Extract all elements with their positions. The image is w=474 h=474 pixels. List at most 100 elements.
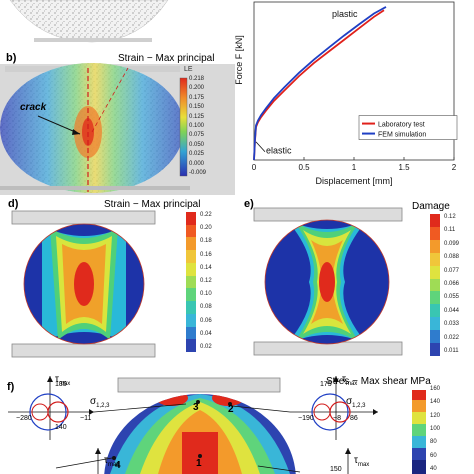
panel-d-title: Strain − Max principal: [104, 199, 201, 210]
colorbar-tick: 60: [430, 452, 437, 459]
panel-f-title: Stres − Max shear MPa: [326, 376, 431, 387]
colorbar-tick: 0.088: [444, 254, 460, 261]
mohr-left-mid: 140: [55, 424, 67, 431]
annotation-elastic: elastic: [266, 145, 292, 155]
colorbar-tick: -0.009: [189, 170, 207, 176]
annotation-plastic: plastic: [332, 9, 358, 19]
panel-d-figure: [11, 210, 156, 358]
colorbar-tick: 0.077: [444, 267, 460, 274]
mohr-right-mid: −8: [333, 415, 341, 422]
series-line-fem: [253, 6, 387, 161]
colorbar-tick: 40: [430, 466, 437, 472]
colorbar-tick: 0.175: [189, 94, 205, 101]
colorbar-swatch: [186, 224, 196, 238]
colorbar-swatch: [430, 317, 440, 331]
colorbar-tick: 0.04: [200, 330, 212, 337]
colorbar-swatch: [430, 278, 440, 292]
panel-f-top-plate: [117, 377, 281, 393]
mohr-circle-left: [8, 376, 94, 440]
colorbar-tick: 0.025: [189, 151, 205, 158]
colorbar-tick: 0.099: [444, 240, 460, 247]
point-3: 3: [193, 402, 199, 413]
panel-b-colorbar: [179, 77, 188, 177]
colorbar-tick: 0.14: [200, 264, 212, 271]
panel-d-label: d): [8, 198, 19, 210]
mohr-left-top: 135: [55, 381, 67, 388]
colorbar-tick: 140: [430, 399, 441, 406]
colorbar-swatch: [430, 265, 440, 280]
panel-d-strain-field: [24, 224, 144, 344]
colorbar-tick: 0.100: [189, 123, 205, 129]
point-4: 4: [115, 460, 121, 471]
mohr-right-top: 175: [320, 381, 332, 388]
point-2: 2: [228, 404, 234, 415]
panel-e-damage-field: [265, 220, 389, 344]
mohr-left-right: −11: [80, 415, 92, 422]
crack-label: crack: [20, 102, 47, 113]
colorbar-tick: 0.12: [444, 214, 456, 220]
colorbar-swatch: [430, 252, 440, 267]
colorbar-tick: 0.044: [444, 307, 460, 314]
panel-b-colorbar-ticks: 0.218 0.200 0.175 0.150 0.125 0.100 0.075 0.050…: [189, 76, 219, 178]
colorbar-swatch: [430, 291, 440, 305]
colorbar-tick: 0.218: [189, 76, 205, 82]
panel-e-top-plate: [253, 207, 403, 222]
panel-d-colorbar: 0.22 0.20 0.18 0.16 0.14 0.12 0.10 0.08 0.06 0.04…: [186, 212, 226, 353]
x-tick-label: 0: [252, 163, 257, 172]
tau-bottom-right-label: τmax: [354, 455, 370, 468]
x-axis-label: Displacement [mm]: [315, 176, 392, 186]
sigma-right-label: σ1,2,3: [346, 396, 366, 409]
colorbar-swatch: [186, 262, 196, 277]
colorbar-tick: 0.150: [189, 104, 205, 111]
colorbar-swatch: [186, 237, 196, 251]
colorbar-tick: 0.075: [189, 132, 205, 139]
colorbar-swatch: [186, 212, 196, 226]
colorbar-tick: 0.22: [200, 212, 212, 218]
colorbar-tick: 0.02: [200, 344, 212, 350]
colorbar-tick: 0.066: [444, 281, 460, 287]
colorbar-tick: 0.000: [189, 160, 205, 167]
panel-f-colorbar-ticks: 160 140 120 100 80 60 40: [430, 386, 470, 474]
x-tick-label: 0.5: [298, 163, 310, 172]
point-1: 1: [196, 458, 202, 469]
y-axis-label: Force F [kN]: [234, 35, 244, 85]
colorbar-swatch: [430, 226, 440, 241]
legend-label: Laboratory test: [378, 122, 425, 129]
panel-f-figure: [8, 376, 426, 474]
colorbar-swatch: [430, 330, 440, 344]
legend-box: [358, 115, 458, 140]
colorbar-tick: 80: [430, 439, 437, 446]
x-tick-label: 1: [352, 163, 357, 172]
colorbar-tick: 0.12: [200, 278, 212, 284]
panel-e-figure: [253, 207, 403, 356]
mohr-left-left: −280: [16, 415, 32, 422]
x-tick-label: 1.5: [398, 163, 410, 172]
colorbar-swatch: [186, 301, 196, 315]
colorbar-swatch: [186, 313, 196, 328]
colorbar-swatch: [430, 239, 440, 254]
colorbar-swatch: [186, 339, 196, 353]
colorbar-swatch: [186, 275, 196, 289]
mohr-circle-right: [290, 376, 378, 440]
colorbar-swatch: [430, 214, 440, 228]
colorbar-swatch: [430, 304, 440, 318]
colorbar-tick: 160: [430, 386, 441, 392]
colorbar-tick: 0.11: [444, 227, 456, 234]
mohr-right-right: 86: [350, 415, 358, 422]
colorbar-tick: 0.08: [200, 304, 212, 311]
colorbar-tick: 0.050: [189, 141, 205, 148]
panel-e-title: Damage: [412, 201, 450, 212]
colorbar-tick: 0.16: [200, 251, 212, 258]
colorbar-tick: 0.055: [444, 294, 460, 301]
tau-left-label: τmax: [55, 374, 71, 387]
elastic-arrow: [255, 141, 266, 153]
colorbar-tick: 0.033: [444, 321, 460, 328]
panel-d-bottom-plate: [11, 343, 156, 358]
colorbar-tick: 0.18: [200, 238, 212, 245]
panel-e-label: e): [244, 198, 254, 210]
colorbar-tick: 0.125: [189, 113, 205, 120]
colorbar-swatch: [430, 343, 440, 357]
colorbar-tick: 100: [430, 426, 441, 432]
panel-d-top-plate: [11, 210, 156, 225]
x-tick-label: 2: [452, 163, 457, 172]
